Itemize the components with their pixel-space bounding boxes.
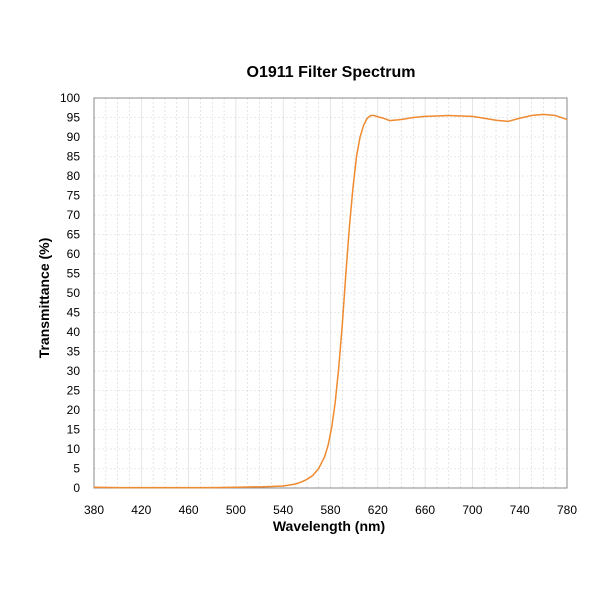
x-tick-label: 780 <box>557 503 577 517</box>
x-tick-label: 660 <box>415 503 435 517</box>
plot-area-frame <box>93 97 568 489</box>
y-tick-label: 5 <box>73 462 80 476</box>
y-tick-label: 25 <box>67 384 81 398</box>
y-tick-label: 95 <box>67 111 81 125</box>
y-tick-label: 15 <box>67 423 81 437</box>
y-tick-label: 75 <box>67 189 81 203</box>
y-tick-labels: 0 5 10 15 20 25 30 35 40 45 50 55 60 65 70 75 80 85 90 95 10… <box>60 91 80 495</box>
y-tick-label: 40 <box>67 325 81 339</box>
y-tick-label: 80 <box>67 169 81 183</box>
x-tick-label: 500 <box>226 503 246 517</box>
y-tick-label: 30 <box>67 364 81 378</box>
y-tick-label: 10 <box>67 442 81 456</box>
y-tick-label: 35 <box>67 345 81 359</box>
y-tick-label: 65 <box>67 228 81 242</box>
x-tick-label: 620 <box>368 503 388 517</box>
y-tick-label: 70 <box>67 208 81 222</box>
x-tick-labels: 380 420 460 500 540 580 620 660 700 740 780 <box>84 503 577 517</box>
x-axis-label: Wavelength (nm) <box>273 518 385 534</box>
y-tick-label: 55 <box>67 267 81 281</box>
x-tick-label: 740 <box>510 503 530 517</box>
x-tick-label: 420 <box>131 503 151 517</box>
y-tick-label: 0 <box>73 481 80 495</box>
grid <box>93 97 568 489</box>
x-tick-label: 380 <box>84 503 104 517</box>
y-axis-label: Transmittance (%) <box>36 238 52 359</box>
x-tick-label: 460 <box>179 503 199 517</box>
y-tick-label: 100 <box>60 91 80 105</box>
y-tick-label: 45 <box>67 306 81 320</box>
y-tick-label: 90 <box>67 130 81 144</box>
x-tick-label: 700 <box>462 503 482 517</box>
y-tick-label: 85 <box>67 150 81 164</box>
x-tick-label: 540 <box>273 503 293 517</box>
x-tick-label: 580 <box>320 503 340 517</box>
transmittance-line <box>93 113 568 489</box>
y-tick-label: 50 <box>67 286 81 300</box>
y-tick-label: 20 <box>67 403 81 417</box>
y-tick-label: 60 <box>67 247 81 261</box>
chart-title: O1911 Filter Spectrum <box>247 64 416 81</box>
